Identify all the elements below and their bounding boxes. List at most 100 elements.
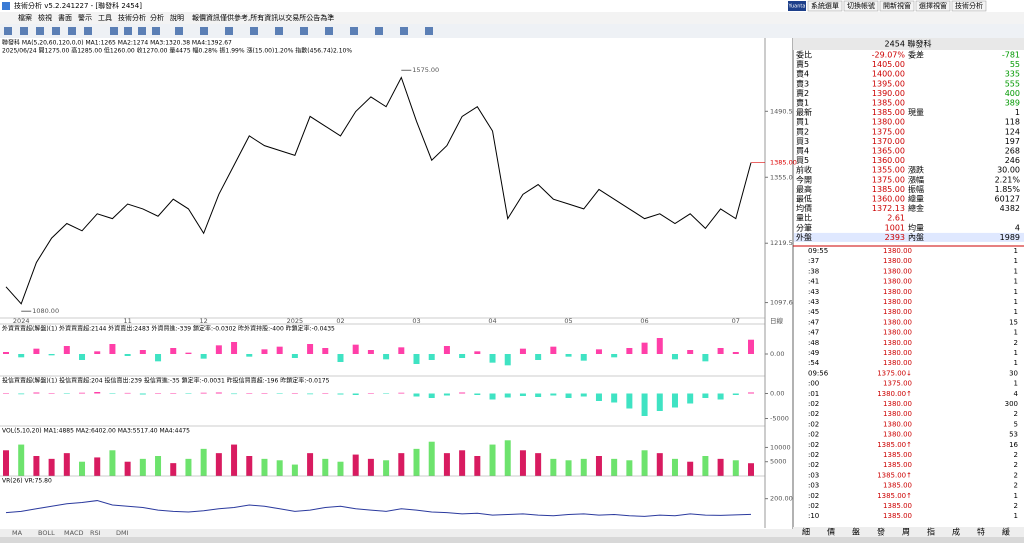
menu-item[interactable]: 工具 [98, 14, 112, 22]
tool-icon[interactable] [300, 27, 308, 35]
window-button-label: 技術分析 [955, 1, 983, 10]
tick-time: 09:55 [808, 247, 828, 255]
quote-tab[interactable]: 細 [802, 527, 810, 537]
tool-icon[interactable] [425, 27, 433, 35]
quote-tab[interactable]: 發 [877, 528, 885, 537]
panel-title: 外資買賣超(解盤)(1) 外資買賣超:2144 外資賣出:2483 外資買進:-… [2, 325, 335, 333]
volume-bar [307, 453, 314, 476]
low-label: 1080.00 [32, 307, 59, 315]
window-button[interactable] [951, 0, 987, 12]
indicator-tab[interactable]: BOLL [38, 529, 55, 537]
menu-item[interactable]: 說明 [170, 13, 184, 22]
tool-icon[interactable] [375, 27, 383, 35]
menu-item[interactable]: 警示 [78, 13, 92, 22]
window-button[interactable] [807, 0, 843, 12]
tool-icon[interactable] [175, 27, 183, 35]
indicator-tab[interactable]: MA [12, 529, 23, 537]
tool-icon[interactable] [124, 27, 132, 35]
window-button-label: 切換帳號 [847, 1, 875, 10]
tool-icon[interactable] [225, 27, 233, 35]
panel-title: VOL(5,10,20) MA1:4885 MA2:6402.00 MA3:55… [2, 428, 190, 435]
quote-label: 最低 [796, 194, 812, 204]
window-button[interactable] [879, 0, 915, 12]
indicator-tab[interactable]: DMI [116, 529, 129, 537]
volume-bar [398, 453, 405, 476]
quote-tab[interactable]: 周 [902, 528, 910, 537]
quote-value: 1 [1015, 108, 1020, 117]
tool-icon[interactable] [36, 27, 44, 35]
flow-bar [352, 344, 359, 354]
tool-icon[interactable] [250, 27, 258, 35]
tool-icon[interactable] [20, 27, 28, 35]
title-bar [0, 0, 1024, 12]
tick-time: :02 [808, 441, 819, 449]
menu-item[interactable]: 檢視 [38, 13, 52, 22]
flow-bar [124, 392, 131, 394]
menu-item[interactable]: 技術分析 [118, 13, 146, 22]
tick-price: 1380.00 [883, 288, 912, 296]
tick-volume: 2 [1014, 410, 1018, 418]
flow-bar [717, 348, 724, 354]
quote-label: 現量 [908, 108, 924, 117]
tick-price: 1375.00↓ [877, 369, 912, 377]
quote-value: 2393 [885, 233, 905, 242]
flow-bar [337, 393, 344, 395]
tool-icon[interactable] [325, 27, 333, 35]
menu-item[interactable]: 書面 [58, 13, 72, 22]
tick-time: :43 [808, 288, 819, 296]
tool-icon[interactable] [400, 27, 408, 35]
window-button[interactable] [843, 0, 879, 12]
quote-tab[interactable]: 價 [827, 528, 835, 537]
quote-tab[interactable]: 盤 [852, 527, 860, 537]
quote-tab[interactable]: 指 [927, 527, 935, 537]
y-tick-label: -5000 [770, 415, 789, 423]
volume-bar [63, 453, 70, 476]
tick-time: :47 [808, 318, 819, 326]
tool-icon[interactable] [84, 27, 92, 35]
tool-icon[interactable] [275, 27, 283, 35]
tick-time: 09:56 [808, 369, 829, 377]
tick-volume: 1 [1014, 308, 1018, 316]
indicator-tab[interactable]: MACD [64, 529, 83, 537]
tool-icon[interactable] [110, 27, 118, 35]
flow-bar [550, 393, 557, 396]
tool-icon[interactable] [350, 27, 358, 35]
volume-bar [580, 458, 587, 476]
quote-tab[interactable]: 緩 [1002, 527, 1010, 537]
x-tick-label: 11 [123, 317, 131, 325]
volume-bar [94, 457, 101, 476]
tick-price: 1380.00 [883, 349, 912, 357]
menu-item[interactable]: 檔案 [18, 13, 32, 22]
quote-value: 400 [1005, 89, 1020, 98]
tool-icon[interactable] [138, 27, 146, 35]
quote-value: 2.61 [887, 214, 905, 223]
volume-bar [322, 458, 329, 476]
indicator-tab[interactable]: RSI [90, 529, 101, 537]
window-button[interactable] [915, 0, 951, 12]
volume-bar [702, 456, 709, 476]
tool-icon[interactable] [52, 27, 60, 35]
tick-volume: 53 [1009, 431, 1018, 439]
tick-volume: 1 [1014, 267, 1018, 275]
flow-bar [489, 393, 496, 400]
quote-label: 內盤 [908, 232, 924, 242]
quote-value: 124 [1005, 127, 1020, 136]
tool-icon[interactable] [4, 27, 12, 35]
flow-bar [656, 393, 663, 411]
menu-item[interactable]: 分析 [150, 13, 164, 22]
tool-icon[interactable] [152, 27, 160, 35]
flow-bar [702, 354, 709, 362]
flow-bar [3, 352, 9, 354]
flow-bar [231, 342, 238, 354]
tool-icon[interactable] [200, 27, 208, 35]
quote-tab[interactable]: 特 [977, 527, 985, 537]
quote-label: 總量 [908, 194, 924, 204]
quote-tab[interactable]: 成 [952, 527, 960, 537]
quote-label: 漲跌 [908, 165, 924, 175]
flow-bar [383, 354, 390, 360]
tool-icon[interactable] [68, 27, 76, 35]
quote-value: 1375.00 [872, 127, 905, 136]
quote-label: 賣1 [796, 98, 809, 108]
volume-bar [185, 458, 192, 476]
